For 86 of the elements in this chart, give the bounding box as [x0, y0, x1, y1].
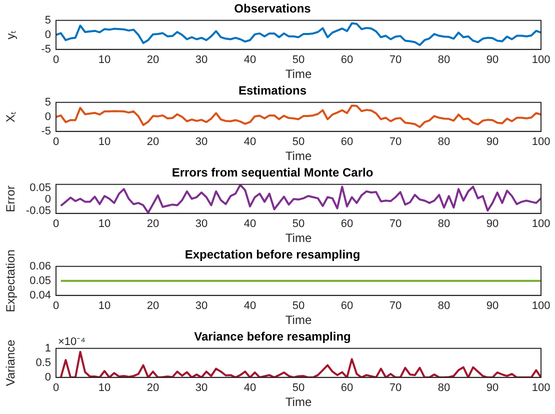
- y-tick-label: 0.04: [30, 289, 51, 302]
- y-axis-title: Xₜ: [4, 111, 18, 122]
- y-axis-title: Error: [4, 186, 18, 212]
- x-tick-label: 100: [532, 382, 550, 394]
- x-tick-label: 70: [389, 54, 402, 66]
- y-axis-title: yₜ: [4, 30, 18, 40]
- x-axis-title: Time: [285, 313, 312, 328]
- x-tick-label: 60: [340, 54, 354, 66]
- x-tick-label: 10: [98, 54, 111, 66]
- x-tick-label: 20: [146, 54, 160, 66]
- x-tick-label: 0: [52, 218, 60, 230]
- y-tick-label: -0.05: [26, 205, 51, 218]
- x-tick-label: 0: [52, 136, 60, 148]
- x-tick-label: 90: [486, 300, 499, 312]
- x-tick-label: 20: [146, 218, 160, 230]
- x-tick-label: 80: [438, 54, 450, 66]
- y-tick-label: 5: [44, 96, 51, 108]
- x-tick-label: 70: [389, 382, 402, 394]
- x-tick-label: 30: [195, 136, 208, 148]
- x-tick-label: 50: [292, 136, 305, 148]
- x-tick-label: 80: [438, 382, 450, 394]
- x-tick-label: 100: [532, 218, 550, 230]
- chart-title: Estimations: [238, 84, 307, 98]
- chart-title: Observations: [234, 2, 312, 16]
- x-tick-label: 10: [98, 300, 111, 312]
- y-tick-label: -5: [41, 43, 51, 56]
- y-tick-label: 0: [44, 28, 51, 41]
- x-tick-label: 20: [146, 382, 160, 394]
- x-tick-label: 40: [244, 300, 256, 312]
- x-axis-title: Time: [285, 149, 312, 164]
- x-tick-label: 50: [292, 382, 305, 394]
- x-axis-title: Time: [285, 231, 312, 246]
- x-axis-title: Time: [285, 395, 312, 410]
- x-tick-label: 10: [98, 218, 111, 230]
- x-tick-label: 70: [389, 218, 402, 230]
- x-tick-label: 60: [340, 218, 354, 230]
- y-tick-label: 0: [44, 110, 51, 123]
- y-tick-label: -5: [41, 125, 51, 138]
- x-tick-label: 0: [52, 300, 60, 312]
- y-tick-label: 5: [44, 14, 51, 26]
- y-tick-label: 1: [44, 342, 51, 354]
- x-tick-label: 50: [292, 218, 305, 230]
- x-tick-label: 90: [486, 382, 499, 394]
- x-tick-label: 20: [146, 136, 160, 148]
- chart-title: Expectation before resampling: [184, 248, 360, 262]
- x-axis-title: Time: [285, 67, 312, 82]
- x-tick-label: 30: [195, 382, 208, 394]
- x-tick-label: 100: [532, 54, 550, 66]
- chart-title: Variance before resampling: [194, 330, 351, 344]
- y-tick-label: 0.05: [30, 274, 51, 287]
- x-tick-label: 90: [486, 136, 499, 148]
- x-tick-label: 70: [389, 136, 402, 148]
- x-tick-label: 60: [340, 136, 354, 148]
- x-tick-label: 90: [486, 54, 499, 66]
- x-tick-label: 80: [438, 218, 450, 230]
- x-tick-label: 50: [292, 300, 305, 312]
- x-tick-label: 0: [52, 54, 60, 66]
- x-tick-label: 60: [340, 382, 354, 394]
- x-tick-label: 30: [195, 218, 208, 230]
- x-tick-label: 40: [244, 382, 256, 394]
- x-tick-label: 80: [438, 136, 450, 148]
- x-tick-label: 100: [532, 300, 550, 312]
- text: ×10⁻⁴: [58, 336, 86, 348]
- x-tick-label: 10: [98, 136, 111, 148]
- y-tick-label: 0.06: [30, 260, 51, 272]
- chart-title: Errors from sequential Monte Carlo: [172, 166, 374, 180]
- x-tick-label: 40: [244, 136, 256, 148]
- x-tick-label: 80: [438, 300, 450, 312]
- y-tick-label: 0: [44, 371, 51, 384]
- y-tick-label: 0.05: [30, 182, 51, 194]
- x-tick-label: 100: [532, 136, 550, 148]
- x-tick-label: 30: [195, 300, 208, 312]
- x-tick-label: 20: [146, 300, 160, 312]
- x-tick-label: 30: [195, 54, 208, 66]
- y-tick-label: 0: [44, 194, 51, 206]
- x-tick-label: 90: [486, 218, 499, 230]
- x-tick-label: 60: [340, 300, 354, 312]
- x-tick-label: 40: [244, 54, 256, 66]
- x-tick-label: 10: [98, 382, 111, 394]
- x-tick-label: 50: [292, 54, 305, 66]
- y-tick-label: 0.5: [36, 356, 51, 369]
- x-tick-label: 0: [52, 382, 60, 394]
- y-axis-title: Variance: [4, 339, 18, 386]
- y-axis-title: Expectation: [4, 250, 18, 312]
- x-tick-label: 70: [389, 300, 402, 312]
- x-tick-label: 40: [244, 218, 256, 230]
